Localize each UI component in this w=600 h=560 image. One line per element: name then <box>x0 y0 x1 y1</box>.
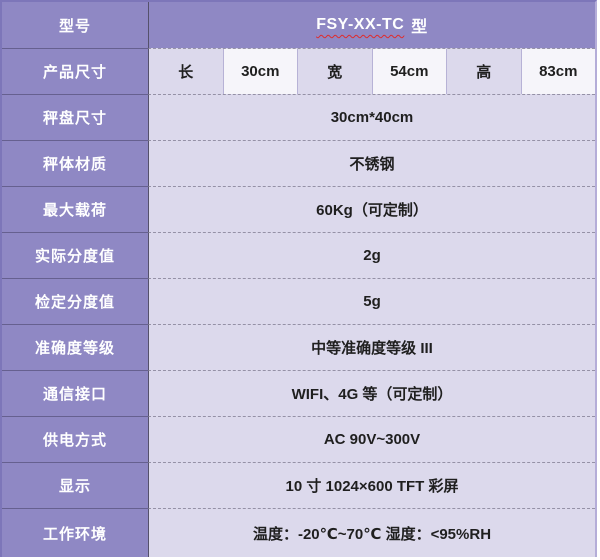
table-row-verification-division: 检定分度值 5g <box>2 278 595 324</box>
dim-height-label: 高 <box>446 49 521 94</box>
row-value-pan-size: 30cm*40cm <box>148 94 595 140</box>
dim-height-value: 83cm <box>520 49 595 94</box>
table-row-body-material: 秤体材质 不锈钢 <box>2 140 595 186</box>
table-row-work-environment: 工作环境 温度：-20℃~70℃ 湿度：<95%RH <box>2 508 595 557</box>
model-code-text: FSY-XX-TC <box>316 16 405 33</box>
row-label-work-environment: 工作环境 <box>2 508 148 557</box>
row-label-accuracy-class: 准确度等级 <box>2 324 148 370</box>
row-value-max-load: 60Kg（可定制） <box>148 186 595 232</box>
row-value-display: 10 寸 1024×600 TFT 彩屏 <box>148 462 595 508</box>
dim-width-label: 宽 <box>297 49 372 94</box>
table-row-actual-division: 实际分度值 2g <box>2 232 595 278</box>
row-label-display: 显示 <box>2 462 148 508</box>
dim-width-value: 54cm <box>371 49 446 94</box>
row-label-comm-interface: 通信接口 <box>2 370 148 416</box>
dim-length-label: 长 <box>149 49 223 94</box>
row-label-pan-size: 秤盘尺寸 <box>2 94 148 140</box>
row-value-comm-interface: WIFI、4G 等（可定制） <box>148 370 595 416</box>
row-label-body-material: 秤体材质 <box>2 140 148 186</box>
row-value-power-supply: AC 90V~300V <box>148 416 595 462</box>
table-row-pan-size: 秤盘尺寸 30cm*40cm <box>2 94 595 140</box>
row-value-body-material: 不锈钢 <box>148 140 595 186</box>
model-value: FSY-XX-TC 型 <box>148 2 595 48</box>
row-value-verification-division: 5g <box>148 278 595 324</box>
table-row-accuracy-class: 准确度等级 中等准确度等级 III <box>2 324 595 370</box>
row-value-work-environment: 温度：-20℃~70℃ 湿度：<95%RH <box>148 508 595 557</box>
row-label-model: 型号 <box>2 2 148 48</box>
row-label-verification-division: 检定分度值 <box>2 278 148 324</box>
table-row-power-supply: 供电方式 AC 90V~300V <box>2 416 595 462</box>
model-suffix-text: 型 <box>411 19 428 36</box>
table-row-comm-interface: 通信接口 WIFI、4G 等（可定制） <box>2 370 595 416</box>
row-value-actual-division: 2g <box>148 232 595 278</box>
table-row-model: 型号 FSY-XX-TC 型 <box>2 2 595 48</box>
row-label-max-load: 最大载荷 <box>2 186 148 232</box>
dim-length-value: 30cm <box>222 49 297 94</box>
table-row-display: 显示 10 寸 1024×600 TFT 彩屏 <box>2 462 595 508</box>
row-label-actual-division: 实际分度值 <box>2 232 148 278</box>
dimensions-cells: 长 30cm 宽 54cm 高 83cm <box>148 48 595 94</box>
row-value-accuracy-class: 中等准确度等级 III <box>148 324 595 370</box>
row-label-dimensions: 产品尺寸 <box>2 48 148 94</box>
row-label-power-supply: 供电方式 <box>2 416 148 462</box>
table-row-dimensions: 产品尺寸 长 30cm 宽 54cm 高 83cm <box>2 48 595 94</box>
table-row-max-load: 最大载荷 60Kg（可定制） <box>2 186 595 232</box>
